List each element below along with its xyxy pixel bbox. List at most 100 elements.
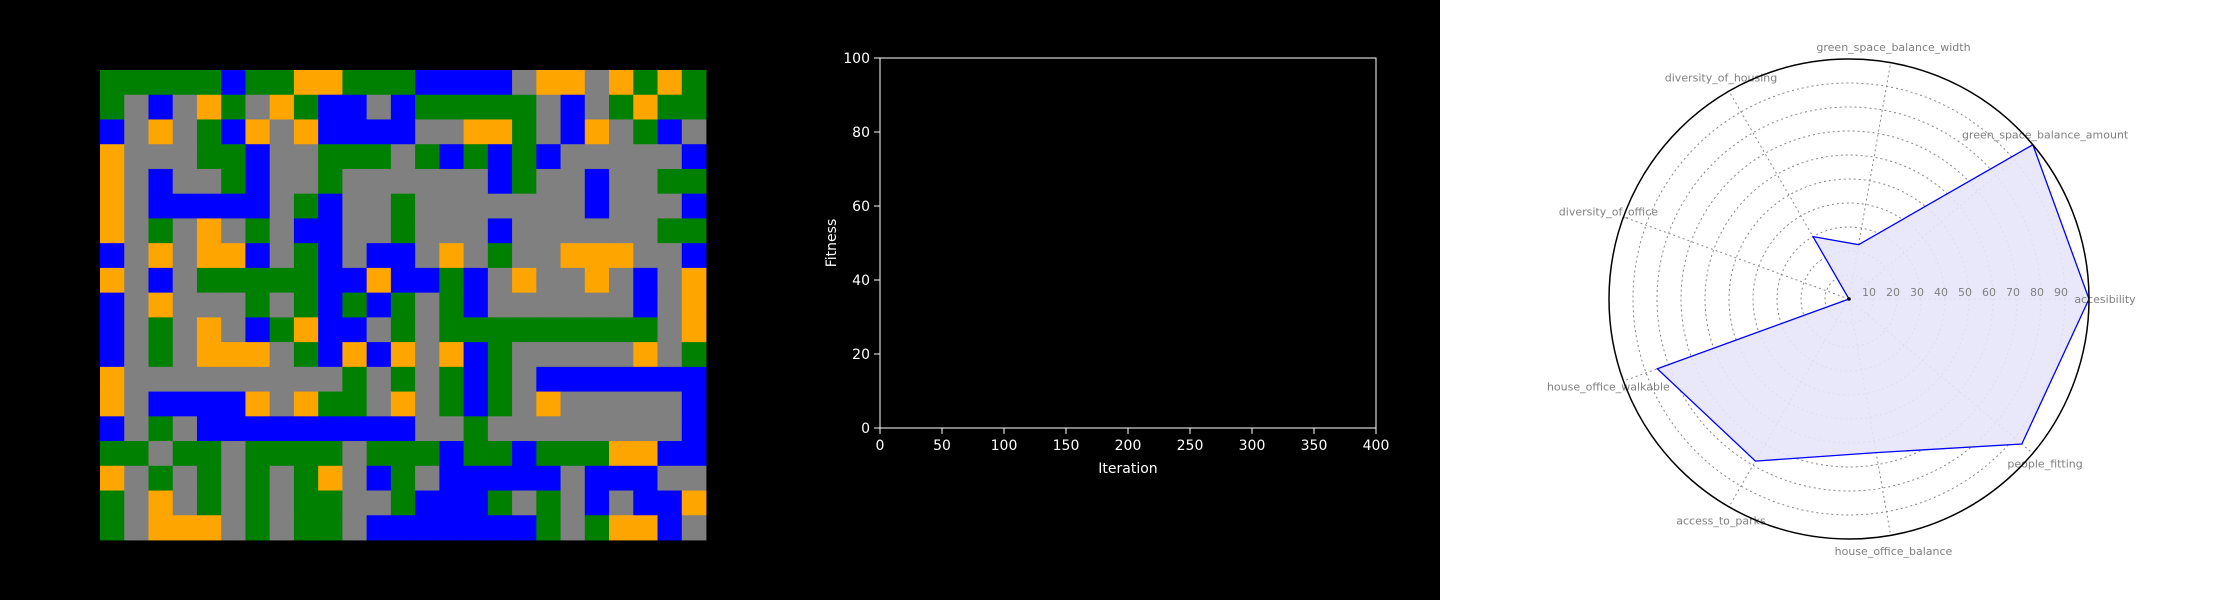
map-cell-green (100, 94, 125, 120)
map-cell-green (196, 70, 222, 96)
map-cell-housing (512, 267, 537, 294)
map-cell-housing (681, 317, 707, 343)
map-cell-road (487, 292, 513, 318)
map-cell-road (681, 465, 707, 491)
map-cell-office (439, 490, 464, 516)
map-cell-road (657, 243, 683, 269)
map-cell-green (681, 218, 707, 244)
map-cell-office (463, 490, 489, 516)
map-cell-housing (100, 267, 125, 294)
map-cell-office (584, 465, 610, 491)
map-cell-office (463, 342, 489, 368)
map-cell-road (342, 515, 368, 541)
map-cell-road (560, 168, 586, 195)
map-cell-green (366, 144, 392, 170)
map-cell-road (609, 193, 634, 219)
map-cell-office (390, 119, 416, 145)
radar-outer-ring (1608, 58, 2090, 540)
map-cell-road (172, 292, 198, 318)
map-cell-road (124, 490, 149, 516)
map-cell-green (269, 317, 295, 343)
map-cell-office (536, 144, 561, 170)
map-cell-road (221, 515, 246, 541)
map-cell-green (487, 243, 513, 269)
map-cell-office (148, 94, 174, 120)
map-cell-office (512, 515, 537, 541)
map-cell-road (366, 94, 392, 120)
map-cell-green (439, 292, 464, 318)
map-cell-road (560, 292, 586, 318)
map-cell-office (487, 218, 513, 244)
map-cell-office (512, 465, 537, 491)
map-cell-road (415, 218, 440, 244)
map-cell-office (342, 267, 368, 294)
y-axis-label: Fitness (824, 219, 840, 268)
map-cell-green (293, 193, 319, 219)
map-cell-housing (463, 119, 489, 145)
map-cell-housing (100, 218, 125, 244)
map-cell-green (512, 94, 537, 120)
map-cell-green (293, 267, 319, 294)
x-tick-label: 250 (1177, 438, 1204, 454)
map-cell-housing (196, 342, 222, 368)
map-cell-road (487, 416, 513, 442)
map-cell-office (293, 416, 319, 442)
map-cell-housing (172, 515, 198, 541)
map-cell-office (681, 441, 707, 467)
map-cell-housing (342, 342, 368, 368)
map-cell-road (560, 465, 586, 491)
map-cell-green (512, 317, 537, 343)
map-cell-office (318, 218, 343, 244)
map-cell-road (342, 168, 368, 195)
map-cell-green (269, 267, 295, 294)
map-cell-green (100, 441, 125, 467)
map-cell-green (342, 144, 368, 170)
map-cell-road (366, 391, 392, 417)
map-cell-road (196, 366, 222, 392)
map-cell-green (681, 70, 707, 96)
map-cell-office (293, 218, 319, 244)
map-cell-office (681, 144, 707, 170)
map-cell-road (221, 366, 246, 392)
map-cell-housing (293, 119, 319, 145)
map-cell-office (463, 366, 489, 392)
map-cell-green (318, 490, 343, 516)
radar-chart: 10 20 30 40 50 60 70 80 90 accesibility green_spa… (1547, 41, 2136, 558)
map-cell-road (609, 267, 634, 294)
map-cell-road (633, 391, 658, 417)
map-cell-housing (609, 243, 634, 269)
map-cell-housing (681, 292, 707, 318)
radar-category-label: accesibility (2074, 293, 2136, 306)
map-cell-road (536, 243, 561, 269)
map-cell-office (342, 119, 368, 145)
radial-tick-label: 30 (1910, 286, 1924, 299)
map-cell-office (439, 465, 464, 491)
map-cell-road (536, 267, 561, 294)
map-cell-road (536, 193, 561, 219)
map-cell-office (584, 490, 610, 516)
map-cell-road (124, 292, 149, 318)
map-cell-road (269, 366, 295, 392)
map-cell-office (415, 490, 440, 516)
map-cell-green (463, 416, 489, 442)
map-cell-office (512, 441, 537, 467)
map-cell-green (318, 441, 343, 467)
map-cell-office (633, 465, 658, 491)
map-cell-green (657, 168, 683, 195)
map-cell-housing (560, 70, 586, 96)
radar-category-label: house_office_walkable (1547, 381, 1670, 394)
map-cell-office (560, 94, 586, 120)
map-cell-green (366, 441, 392, 467)
map-cell-road (560, 515, 586, 541)
map-cell-office (221, 416, 246, 442)
map-cell-road (366, 317, 392, 343)
map-cell-green (390, 317, 416, 343)
y-tick-label: 0 (861, 421, 870, 437)
map-cell-office (681, 243, 707, 269)
radar-category-label: access_to_parks (1676, 515, 1766, 528)
map-cell-office (318, 267, 343, 294)
map-cell-green (100, 515, 125, 541)
map-cell-office (487, 144, 513, 170)
map-cell-road (536, 168, 561, 195)
map-cell-green (196, 267, 222, 294)
